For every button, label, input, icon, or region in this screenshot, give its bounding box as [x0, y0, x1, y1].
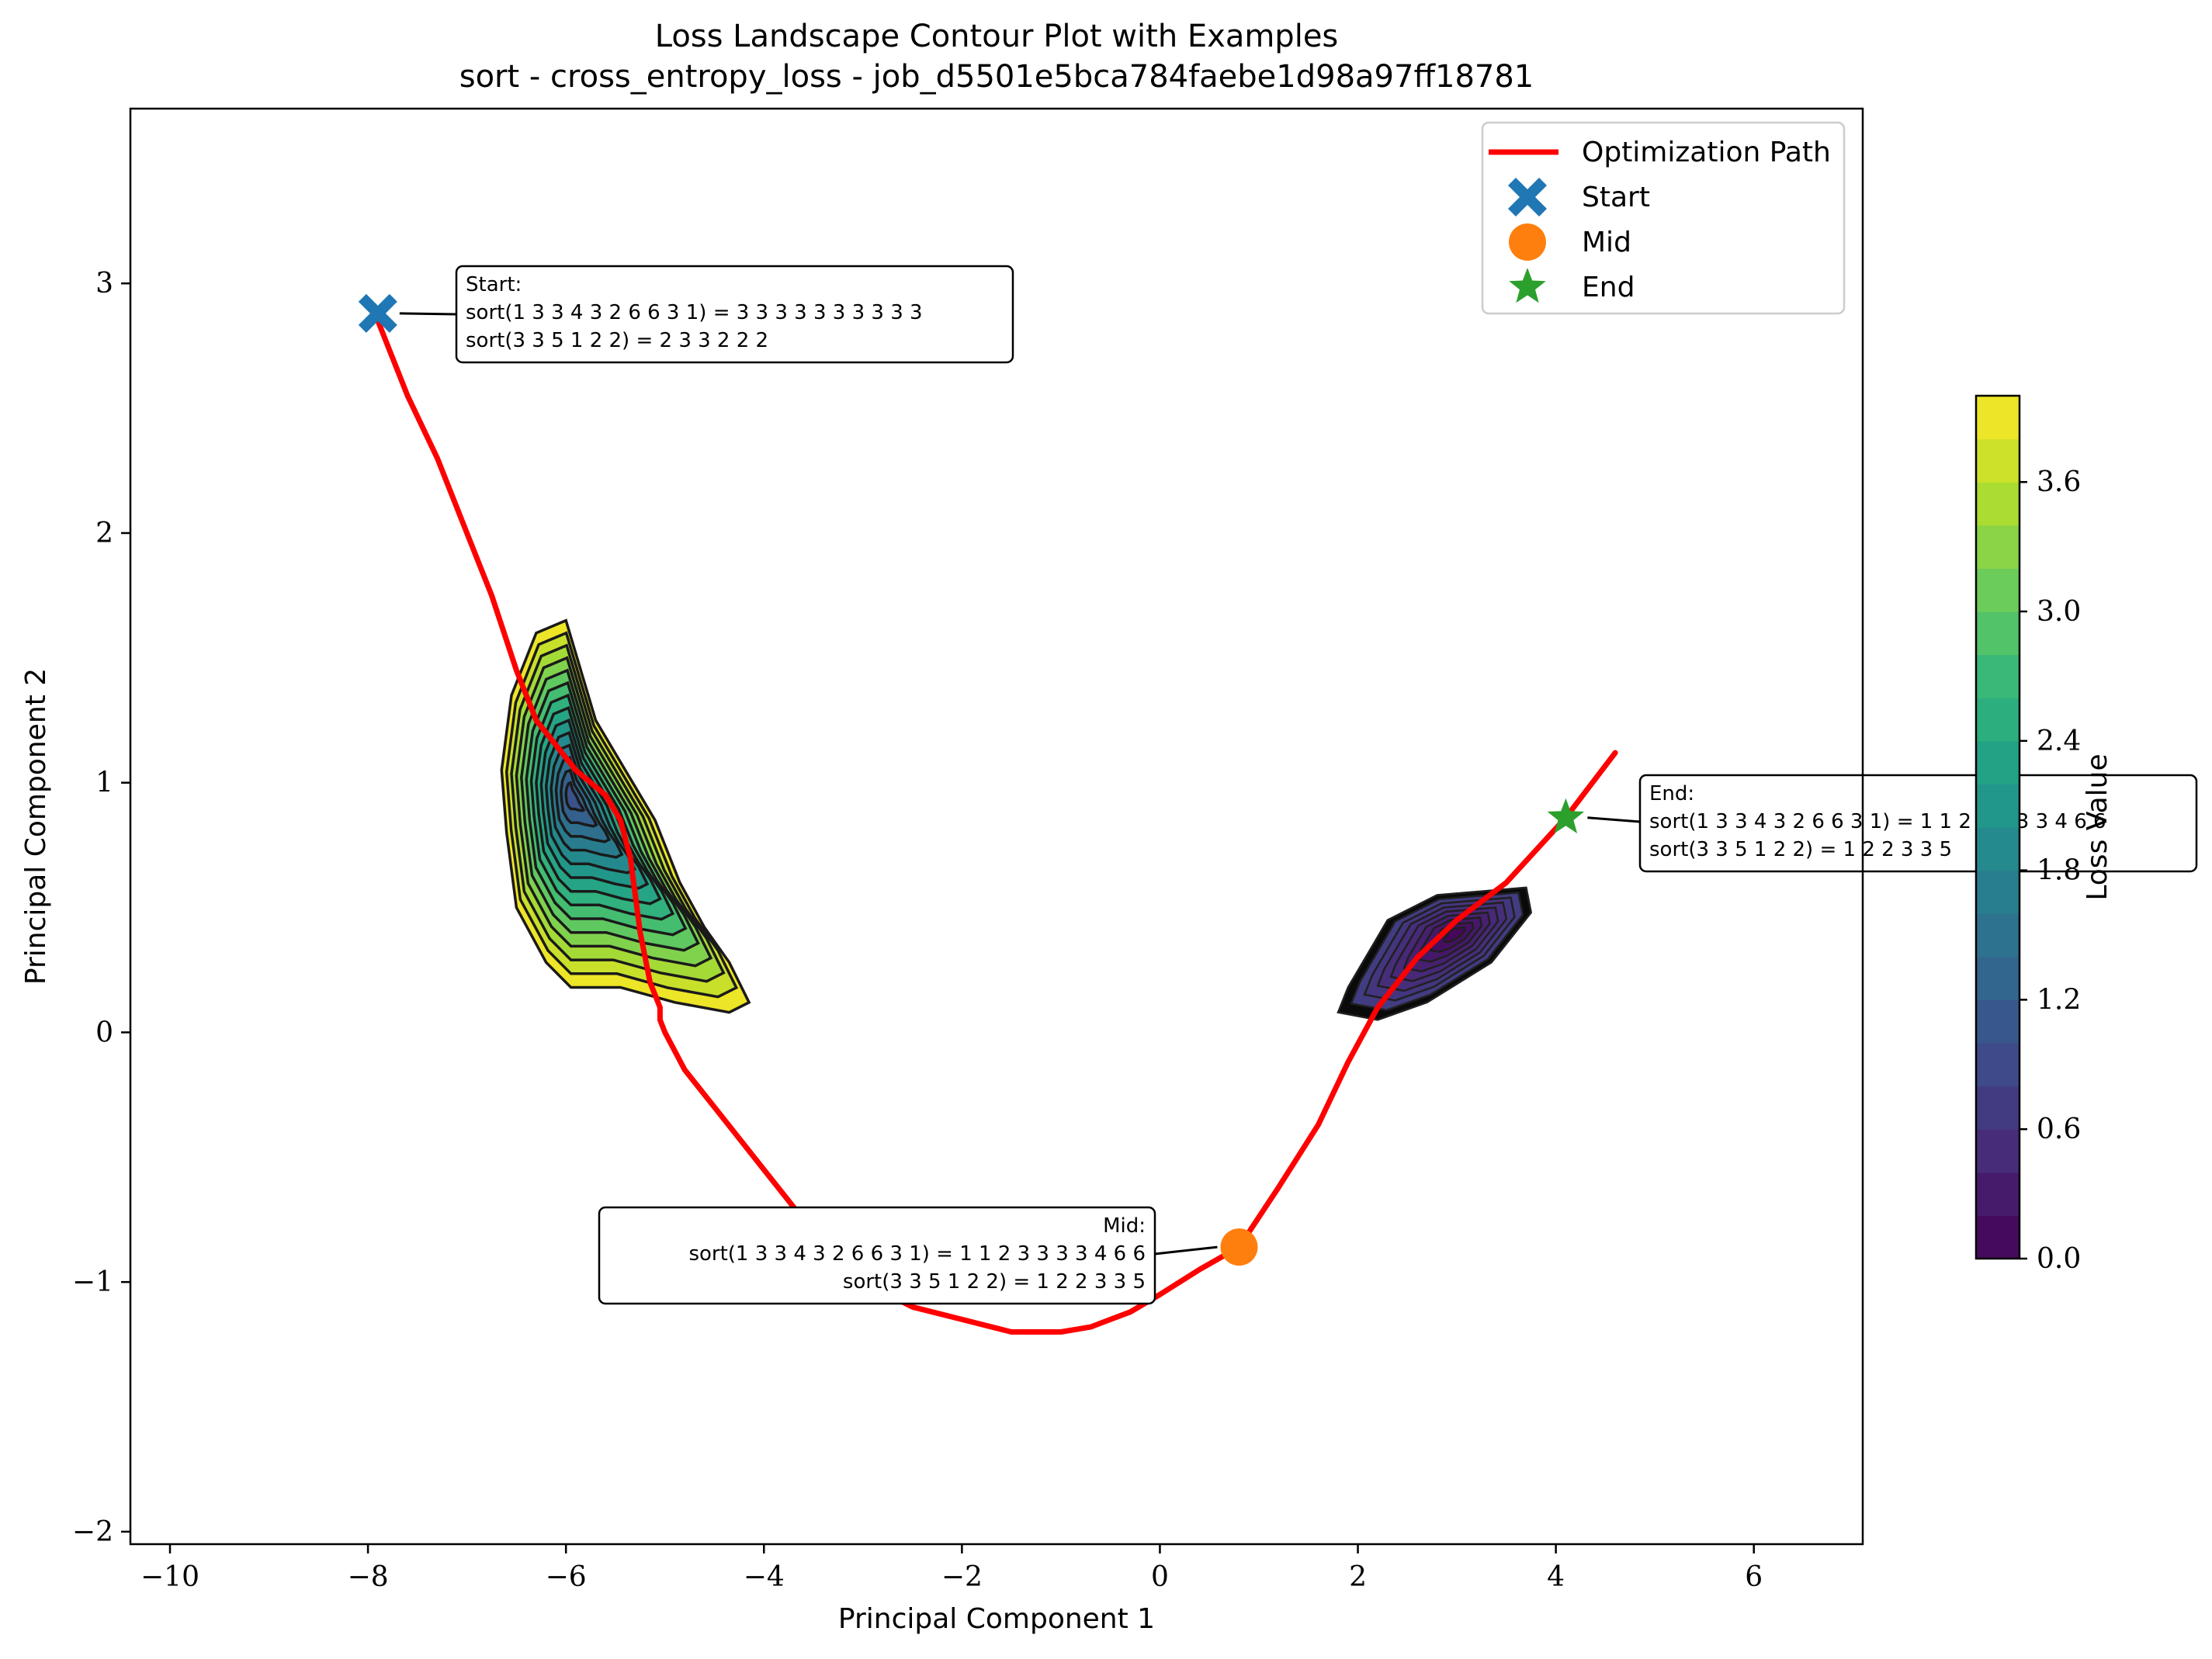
x-tick-label: 0 [1151, 1561, 1169, 1593]
colorbar-band-15 [1976, 568, 2020, 612]
colorbar-tick-label: 3.6 [2037, 466, 2081, 498]
optimization-path-layer [375, 318, 1618, 1335]
annotation-line-start-1: sort(1 3 3 4 3 2 6 6 3 1) = 3 3 3 3 3 3 … [466, 301, 923, 324]
legend-box [1481, 121, 1846, 315]
annotation-box-end [1638, 774, 2198, 873]
colorbar-band-18 [1976, 438, 2020, 483]
annotation-leader-mid [1154, 1245, 1218, 1256]
annotation-line-mid-0: Mid: [1103, 1214, 1146, 1238]
colorbar-band-17 [1976, 482, 2020, 526]
x-axis-label: Principal Component 1 [838, 1603, 1155, 1635]
y-tick-label: −1 [72, 1266, 113, 1298]
chart-title: Loss Landscape Contour Plot with Example… [655, 19, 1339, 54]
colorbar-frame [1975, 394, 2021, 1260]
legend-label: Mid [1582, 227, 1631, 258]
annotation-box-start [455, 265, 1014, 364]
colorbar-band-4 [1976, 1043, 2020, 1087]
colorbar-band-11 [1976, 740, 2020, 784]
annotation-line-end-1: sort(1 3 3 4 3 2 6 6 3 1) = 1 1 2 3 3 3 … [1649, 810, 2106, 833]
colorbar-band-9 [1976, 827, 2020, 871]
x-tick-label: −2 [941, 1561, 983, 1593]
annotation-leader-start [399, 312, 457, 316]
contour-level-high-13 [564, 781, 586, 812]
contour-level-low-8 [1442, 926, 1467, 944]
colorbar-band-8 [1976, 870, 2020, 914]
optimization-path-line [375, 318, 1618, 1335]
chart-subtitle: sort - cross_entropy_loss - job_d5501e5b… [459, 59, 1534, 95]
colorbar-band-10 [1976, 784, 2020, 828]
legend: Optimization Path Start Mid End [1481, 121, 1846, 315]
contour-regions [500, 618, 1533, 1021]
legend-label: Optimization Path [1582, 137, 1831, 168]
annotation-box-mid [598, 1206, 1156, 1305]
x-axis-ticks: −10 −8 −6 −4 −2 0 2 4 6 [140, 1544, 1763, 1593]
y-tick-label: 2 [95, 518, 113, 549]
colorbar-band-13 [1976, 654, 2020, 698]
colorbar-tick-label: 0.0 [2037, 1243, 2081, 1275]
colorbar-band-3 [1976, 1086, 2020, 1130]
colorbar-tick-label: 1.8 [2037, 855, 2081, 887]
x-tick-label: −10 [140, 1561, 199, 1593]
colorbar-tick-label: 0.6 [2037, 1114, 2081, 1145]
annotation-line-mid-1: sort(1 3 3 4 3 2 6 6 3 1) = 1 1 2 3 3 3 … [688, 1242, 1146, 1266]
colorbar-band-6 [1976, 956, 2020, 1000]
colorbar-band-14 [1976, 611, 2020, 656]
y-axis-ticks: −2 −1 0 1 2 3 [72, 268, 130, 1548]
annotations-layer: Start: sort(1 3 3 4 3 2 6 6 3 1) = 3 3 3 … [399, 265, 2198, 1305]
colorbar-tick-label: 1.2 [2037, 984, 2081, 1016]
colorbar-tick-label: 2.4 [2037, 726, 2081, 757]
x-tick-label: −4 [744, 1561, 785, 1593]
legend-swatch-start [1508, 178, 1547, 216]
annotation-line-start-2: sort(3 3 5 1 2 2) = 2 3 3 2 2 2 [466, 329, 768, 352]
y-tick-label: 1 [95, 767, 113, 799]
x-tick-label: 4 [1547, 1561, 1565, 1593]
x-tick-label: 2 [1349, 1561, 1367, 1593]
y-axis-label: Principal Component 2 [20, 668, 52, 985]
y-tick-label: 3 [95, 268, 113, 300]
colorbar-band-19 [1976, 396, 2020, 440]
colorbar-label: Loss Value [2082, 753, 2113, 900]
markers-layer [358, 293, 1585, 1266]
legend-swatch-mid [1509, 223, 1546, 261]
legend-label: End [1582, 272, 1635, 303]
annotation-line-end-0: End: [1649, 782, 1694, 805]
annotation-line-mid-2: sort(3 3 5 1 2 2) = 1 2 2 3 3 5 [843, 1270, 1146, 1294]
colorbar: 0.0 0.6 1.2 1.8 2.4 3.0 3.6 Loss Value [1975, 394, 2113, 1275]
colorbar-band-12 [1976, 698, 2020, 742]
marker-start [358, 293, 397, 333]
colorbar-tick-label: 3.0 [2037, 596, 2081, 628]
colorbar-band-0 [1976, 1215, 2020, 1259]
colorbar-band-7 [1976, 913, 2020, 958]
colorbar-band-5 [1976, 999, 2020, 1044]
x-tick-label: 6 [1745, 1561, 1763, 1593]
plot-frame [129, 107, 1864, 1546]
x-tick-label: −6 [546, 1561, 587, 1593]
annotation-line-end-2: sort(3 3 5 1 2 2) = 1 2 2 3 3 5 [1649, 838, 1952, 861]
annotation-line-start-0: Start: [466, 273, 522, 296]
legend-swatch-end [1509, 268, 1546, 303]
marker-end [1547, 798, 1585, 833]
annotation-leader-end [1587, 816, 1641, 823]
x-tick-label: −8 [348, 1561, 389, 1593]
y-tick-label: −2 [72, 1516, 113, 1548]
legend-label: Start [1582, 182, 1650, 213]
colorbar-band-2 [1976, 1129, 2020, 1173]
colorbar-band-16 [1976, 525, 2020, 569]
colorbar-band-1 [1976, 1172, 2020, 1216]
y-tick-label: 0 [95, 1017, 113, 1048]
marker-mid [1220, 1228, 1258, 1266]
